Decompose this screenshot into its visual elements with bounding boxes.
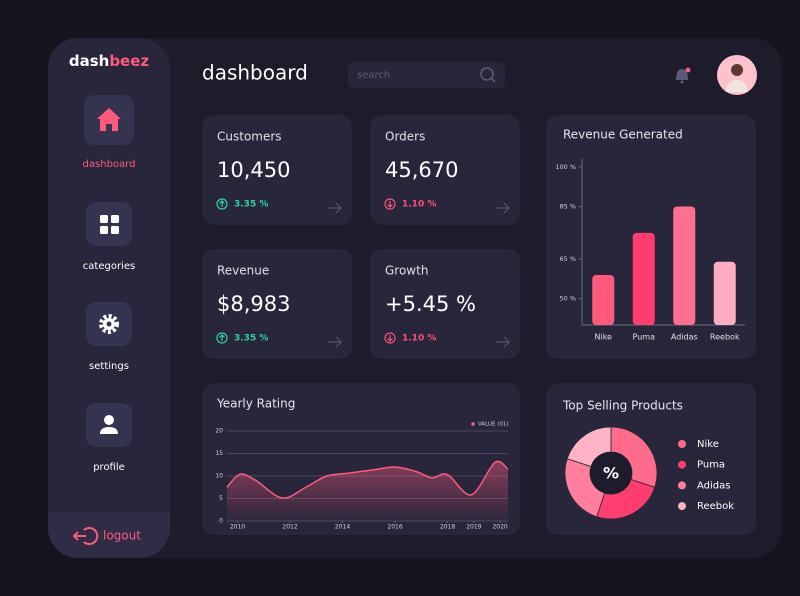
nav-icon-box[interactable]	[86, 202, 132, 246]
brand: dashbeez	[69, 52, 150, 70]
y-tick-label: 20	[215, 428, 223, 435]
card-arrow[interactable]	[328, 336, 342, 348]
home-icon	[97, 108, 121, 131]
nav-label[interactable]: profile	[93, 462, 125, 473]
card-change: 3.35 %	[234, 200, 268, 210]
search-icon[interactable]	[480, 67, 496, 83]
x-tick-label: 2012	[282, 524, 297, 531]
nav-label[interactable]: categories	[83, 261, 135, 272]
trend-icon	[384, 198, 396, 210]
y-tick-label: 10	[215, 473, 223, 480]
x-tick-label: Adidas	[671, 333, 698, 342]
x-tick-label: 2019	[466, 524, 481, 531]
card-title: Growth	[385, 264, 428, 278]
card	[202, 115, 352, 225]
line	[226, 460, 509, 499]
card-title: Customers	[217, 130, 282, 144]
avatar[interactable]	[717, 55, 757, 95]
search-placeholder: search	[357, 70, 390, 81]
logout-area[interactable]	[48, 512, 170, 558]
trend-arrow	[387, 335, 393, 342]
chart-title: Yearly Rating	[216, 397, 295, 411]
card	[202, 249, 352, 359]
card-value: $8,983	[217, 292, 290, 316]
x-tick-label: Puma	[633, 333, 656, 342]
card-arrow[interactable]	[496, 202, 510, 214]
bar	[632, 232, 655, 325]
y-tick-label: 15	[215, 450, 223, 457]
card-arrow[interactable]	[328, 202, 342, 214]
legend-marker	[471, 422, 475, 426]
brand-first: dash	[69, 52, 109, 70]
card-value: 45,670	[385, 158, 458, 182]
x-tick-label: 2010	[230, 524, 245, 531]
nav-icons	[84, 95, 134, 447]
page-title: dashboard	[202, 61, 308, 85]
trend-arrow	[387, 201, 393, 208]
y-tick-label: 100 %	[555, 163, 576, 171]
search-box[interactable]	[348, 62, 505, 88]
trend-icon	[216, 332, 228, 344]
person-icon	[100, 415, 118, 434]
nav-label[interactable]: dashboard	[83, 159, 136, 170]
legend-marker	[678, 460, 686, 469]
x-tick-label: 2018	[440, 524, 455, 531]
card-change: 1.10 %	[402, 200, 436, 210]
legend-label: VALUE (01)	[478, 422, 509, 428]
x-tick-label: 2014	[335, 524, 350, 531]
logout-icon[interactable]	[72, 527, 99, 545]
card-change: 1.10 %	[402, 334, 436, 344]
sidebar	[48, 38, 170, 558]
grid-icon	[100, 215, 119, 234]
donut-center-label: %	[603, 464, 619, 483]
legend-marker	[678, 481, 686, 490]
card	[370, 115, 520, 225]
chart-title: Top Selling Products	[562, 399, 683, 413]
gear-icon	[99, 314, 119, 334]
y-tick-label: 65 %	[559, 255, 576, 263]
card-change: 3.35 %	[234, 334, 268, 344]
legend-marker	[678, 502, 686, 511]
bar	[592, 274, 615, 325]
card-arrow[interactable]	[496, 336, 510, 348]
y-tick-label: 0	[219, 518, 223, 525]
legend-label: Reebok	[697, 501, 734, 512]
card-value: +5.45 %	[385, 292, 476, 316]
bar	[673, 206, 696, 325]
x-tick-label: 2016	[387, 524, 402, 531]
legend-label: Puma	[697, 460, 725, 471]
brand-second: beez	[109, 52, 149, 70]
card-title: Orders	[385, 130, 425, 144]
x-tick-label: Nike	[595, 333, 613, 342]
y-tick-label: 5	[219, 495, 223, 502]
trend-arrow	[219, 334, 225, 341]
card-value: 10,450	[217, 158, 290, 182]
legend-marker	[678, 440, 686, 448]
x-tick-label: Reebok	[710, 333, 740, 342]
trend-icon	[384, 332, 396, 344]
notification-bell[interactable]	[676, 67, 691, 84]
nav-label[interactable]: settings	[89, 361, 129, 372]
donut-hole	[590, 452, 632, 494]
card	[370, 249, 520, 359]
legend-label: Nike	[697, 439, 719, 450]
chart-title: Revenue Generated	[563, 128, 683, 142]
logout-label[interactable]: logout	[103, 529, 141, 543]
x-tick-label: 2020	[492, 524, 507, 531]
trend-arrow	[219, 200, 225, 207]
y-tick-label: 85 %	[559, 203, 576, 211]
card-title: Revenue	[217, 264, 269, 278]
legend-label: Adidas	[697, 480, 730, 491]
trend-icon	[216, 198, 228, 210]
y-tick-label: 50 %	[559, 295, 576, 303]
bar	[713, 261, 736, 325]
